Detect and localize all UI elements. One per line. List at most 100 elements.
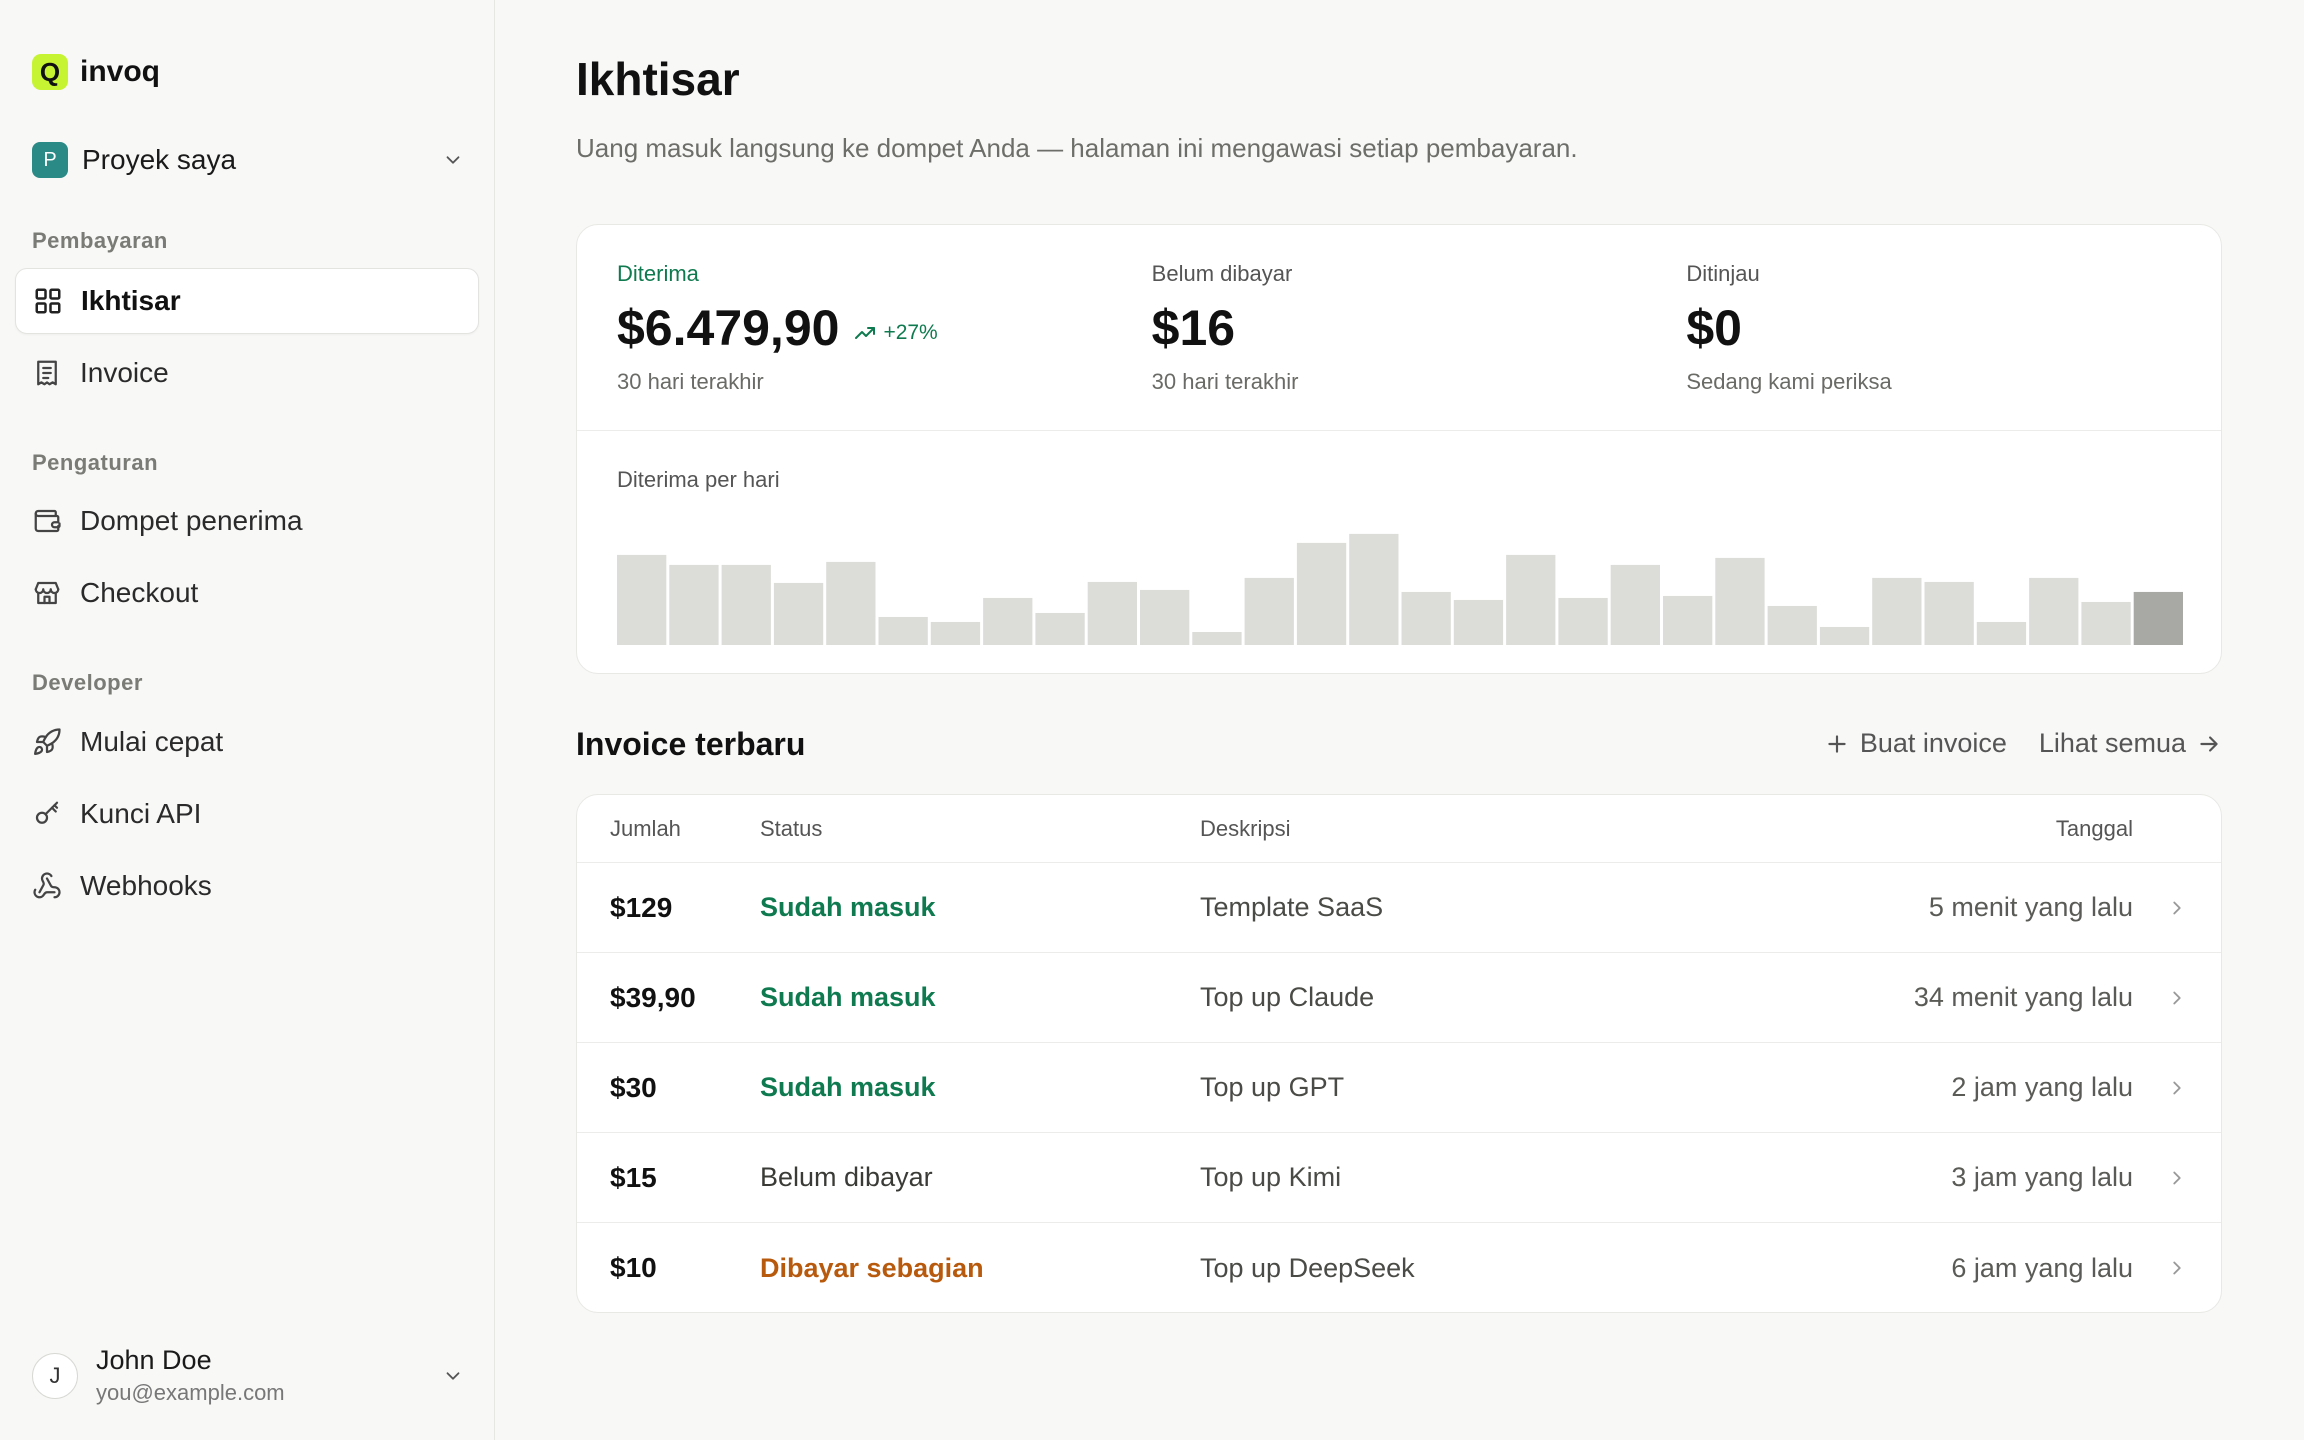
trending-up-icon [855, 327, 876, 339]
table-row[interactable]: $30 Sudah masuk Top up GPT 2 jam yang la… [577, 1043, 2221, 1133]
column-header-amount[interactable]: Jumlah [610, 815, 681, 841]
user-menu[interactable]: J John Doe you@example.com [32, 1345, 464, 1406]
chart-bar[interactable] [669, 564, 719, 645]
sidebar-item-checkout[interactable]: Checkout [15, 560, 479, 626]
invoice-date: 3 jam yang lalu [1951, 1162, 2133, 1192]
chevron-right-icon [2173, 991, 2181, 1004]
page-title: Ikhtisar [576, 53, 740, 105]
store-icon [34, 581, 60, 605]
chart-bar[interactable] [1401, 591, 1451, 645]
invoice-amount: $30 [610, 1071, 657, 1103]
daily-received-chart [617, 533, 2183, 645]
chevron-right-icon [2173, 1171, 2181, 1184]
sidebar-item-label: Webhooks [80, 870, 212, 901]
chart-bar[interactable] [721, 564, 771, 645]
sidebar-item-wallet[interactable]: Dompet penerima [15, 488, 479, 554]
chart-bar[interactable] [1140, 589, 1190, 645]
view-all-button[interactable]: Lihat semua [2039, 728, 2222, 759]
nav-section-settings: Pengaturan [32, 450, 159, 475]
invoice-description: Top up GPT [1200, 1072, 1345, 1102]
brand[interactable]: Q invoq [32, 54, 160, 90]
status-badge: Belum dibayar [760, 1162, 933, 1192]
chart-bar[interactable] [1453, 599, 1504, 645]
nav-section-developer: Developer [32, 670, 143, 695]
chart-bar[interactable] [773, 582, 824, 645]
chart-bar[interactable] [1767, 605, 1817, 645]
table-row[interactable]: $39,90 Sudah masuk Top up Claude 34 meni… [577, 953, 2221, 1043]
status-badge: Dibayar sebagian [760, 1252, 984, 1283]
table-row[interactable]: $129 Sudah masuk Template SaaS 5 menit y… [577, 863, 2221, 953]
sidebar-item-label: Kunci API [80, 798, 202, 829]
nav-section-payments: Pembayaran [32, 228, 168, 253]
chevron-right-icon [2173, 1261, 2181, 1275]
user-name: John Doe [96, 1345, 212, 1375]
chart-bar[interactable] [1035, 612, 1085, 645]
stats-card: Diterima $6.479,90 +27% 30 hari terakhir… [576, 224, 2222, 674]
chart-bar[interactable] [1924, 581, 1974, 645]
chart-bar[interactable] [1610, 564, 1660, 645]
stat-label: Belum dibayar [1151, 261, 1293, 286]
invoice-amount: $129 [610, 891, 673, 923]
stat-label: Ditinjau [1686, 261, 1760, 286]
chart-bar[interactable] [2081, 601, 2131, 645]
sidebar-item-quickstart[interactable]: Mulai cepat [15, 709, 479, 775]
sidebar-item-webhooks[interactable]: Webhooks [15, 853, 479, 919]
status-badge: Sudah masuk [760, 982, 936, 1012]
chart-bar[interactable] [1244, 577, 1294, 645]
avatar: J [32, 1352, 78, 1399]
stat-note: Sedang kami periksa [1686, 369, 1892, 394]
stat-received: Diterima $6.479,90 +27% 30 hari terakhir [617, 225, 1152, 430]
column-header-date[interactable]: Tanggal [2055, 815, 2133, 841]
sidebar-item-label: Dompet penerima [80, 505, 303, 536]
chart-bar[interactable] [617, 554, 667, 645]
grid-icon [35, 288, 61, 314]
chart-bar[interactable] [1192, 631, 1242, 645]
plus-icon [1828, 734, 1846, 753]
stat-note: 30 hari terakhir [1151, 369, 1299, 394]
page-subtitle: Uang masuk langsung ke dompet Anda — hal… [576, 133, 1578, 163]
chart-bar[interactable] [826, 561, 876, 645]
invoice-amount: $39,90 [610, 981, 696, 1013]
chevron-down-icon [446, 1371, 460, 1380]
brand-name: invoq [80, 55, 160, 88]
chart-bar[interactable] [2029, 577, 2079, 645]
stat-unpaid: Belum dibayar $16 30 hari terakhir [1152, 225, 1687, 430]
chart-bar[interactable] [1558, 597, 1608, 645]
column-header-status[interactable]: Status [760, 815, 823, 841]
sidebar-item-overview[interactable]: Ikhtisar [15, 268, 479, 334]
key-icon [35, 801, 59, 824]
chart-bar[interactable] [1715, 557, 1765, 645]
chart-bar[interactable] [1819, 626, 1870, 645]
chart-bar[interactable] [1296, 542, 1347, 645]
table-row[interactable]: $15 Belum dibayar Top up Kimi 3 jam yang… [577, 1133, 2221, 1223]
chart-bar[interactable] [1349, 533, 1399, 645]
table-row[interactable]: $10 Dibayar sebagian Top up DeepSeek 6 j… [577, 1223, 2221, 1312]
chart-bar[interactable] [1976, 621, 2027, 645]
sidebar-item-label: Mulai cepat [80, 726, 224, 757]
invoice-date: 6 jam yang lalu [1951, 1252, 2133, 1283]
chart-bar[interactable] [2133, 591, 2183, 645]
chart-bar[interactable] [878, 616, 928, 645]
webhook-icon [33, 872, 61, 899]
main-content: Ikhtisar Uang masuk langsung ke dompet A… [495, 0, 2304, 1440]
create-invoice-button[interactable]: Buat invoice [1824, 728, 2007, 759]
stat-value: $6.479,90 [617, 300, 840, 356]
column-header-description[interactable]: Deskripsi [1200, 815, 1291, 841]
chevron-right-icon [2173, 1081, 2181, 1094]
view-all-label: Lihat semua [2038, 728, 2186, 758]
project-switcher[interactable]: P Proyek saya [32, 142, 464, 178]
chart-bar[interactable] [1663, 595, 1713, 645]
user-email: you@example.com [96, 1380, 285, 1405]
chart-bar[interactable] [983, 597, 1033, 645]
create-invoice-label: Buat invoice [1859, 728, 2007, 758]
chart-bar[interactable] [1506, 554, 1556, 645]
section-title: Invoice terbaru [576, 726, 806, 762]
rocket-icon [34, 728, 61, 755]
chart-bar[interactable] [1872, 577, 1922, 645]
chart-bar[interactable] [1087, 581, 1137, 645]
sidebar-item-api-keys[interactable]: Kunci API [15, 781, 479, 847]
chart-bar[interactable] [930, 621, 981, 645]
stat-value: $0 [1686, 300, 1742, 356]
sidebar-item-invoice[interactable]: Invoice [15, 340, 479, 406]
invoice-amount: $10 [610, 1252, 657, 1283]
